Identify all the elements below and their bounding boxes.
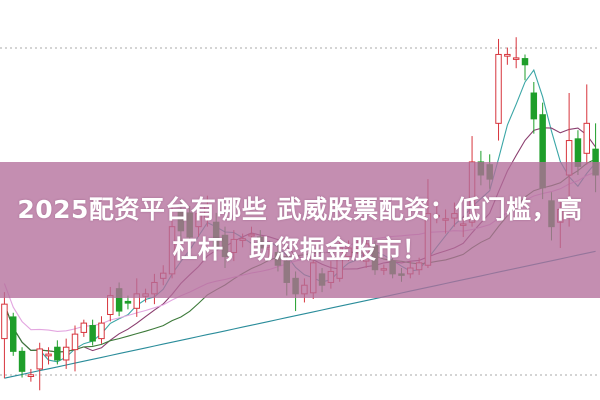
- candle-body: [504, 53, 511, 57]
- title-banner: 2025配资平台有哪些 武威股票配资：低门槛，高 杠杆，助您掘金股市！: [0, 162, 600, 298]
- title-line-1: 2025配资平台有哪些 武威股票配资：低门槛，高: [17, 195, 583, 224]
- candle-body: [495, 53, 502, 124]
- candle-56: [495, 38, 502, 141]
- candle-body: [10, 316, 17, 352]
- candle-body: [71, 333, 79, 351]
- candle-10: [89, 319, 96, 346]
- candle-1: [10, 312, 17, 356]
- candle-59: [521, 54, 529, 81]
- candle-body: [512, 57, 520, 60]
- candle-4: [36, 342, 43, 391]
- candle-11: [98, 316, 105, 344]
- candle-body: [1, 303, 8, 340]
- candle-9: [80, 319, 88, 337]
- candle-body: [89, 325, 96, 342]
- candle-58: [512, 37, 520, 69]
- candle-60: [530, 82, 538, 134]
- candle-body: [36, 348, 43, 370]
- candle-57: [504, 47, 511, 65]
- candle-8: [71, 325, 79, 372]
- candle-body: [521, 58, 529, 66]
- candle-body: [80, 322, 88, 333]
- candle-body: [62, 346, 70, 361]
- candle-3: [27, 368, 35, 382]
- candle-body: [27, 374, 35, 377]
- candle-2: [18, 347, 26, 378]
- candle-body: [54, 346, 61, 361]
- candle-body: [45, 353, 52, 357]
- candle-0: [1, 292, 8, 379]
- candle-body: [583, 122, 591, 154]
- candle-7: [62, 338, 70, 369]
- candle-body: [530, 92, 538, 120]
- candle-66: [583, 84, 591, 165]
- candle-body: [107, 295, 114, 315]
- candle-6: [54, 340, 61, 365]
- candle-body: [18, 350, 26, 372]
- candle-5: [45, 347, 52, 365]
- candle-body: [124, 300, 132, 304]
- candle-body: [98, 322, 105, 340]
- title-line-2: 杠杆，助您掘金股市！: [172, 235, 428, 264]
